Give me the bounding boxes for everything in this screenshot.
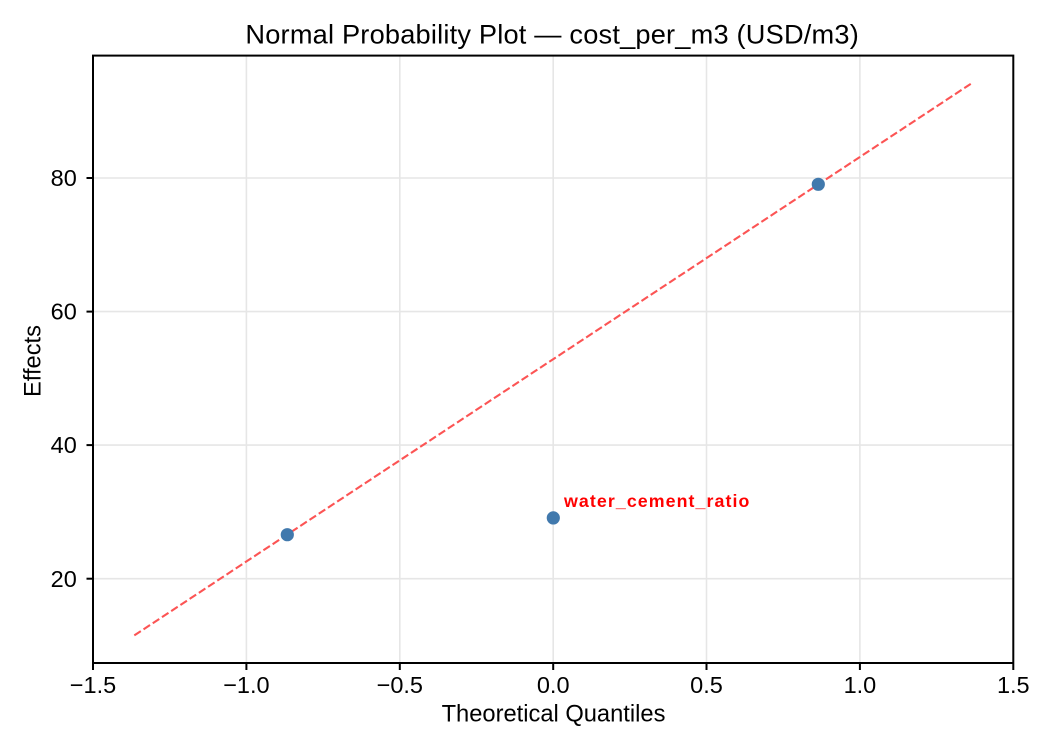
svg-text:−1.0: −1.0 — [223, 672, 269, 698]
svg-text:40: 40 — [51, 432, 77, 458]
svg-text:Effects: Effects — [20, 325, 46, 397]
svg-text:−0.5: −0.5 — [377, 672, 423, 698]
svg-text:water_cement_ratio: water_cement_ratio — [563, 491, 750, 511]
svg-text:1.0: 1.0 — [844, 672, 877, 698]
svg-text:0.5: 0.5 — [690, 672, 723, 698]
svg-text:1.5: 1.5 — [997, 672, 1030, 698]
svg-text:20: 20 — [51, 566, 77, 592]
svg-text:−1.5: −1.5 — [70, 672, 116, 698]
svg-text:Normal Probability Plot — cost: Normal Probability Plot — cost_per_m3 (U… — [245, 19, 859, 50]
svg-text:60: 60 — [51, 299, 77, 325]
svg-text:80: 80 — [51, 165, 77, 191]
svg-text:0.0: 0.0 — [537, 672, 570, 698]
svg-text:Theoretical Quantiles: Theoretical Quantiles — [442, 702, 666, 728]
